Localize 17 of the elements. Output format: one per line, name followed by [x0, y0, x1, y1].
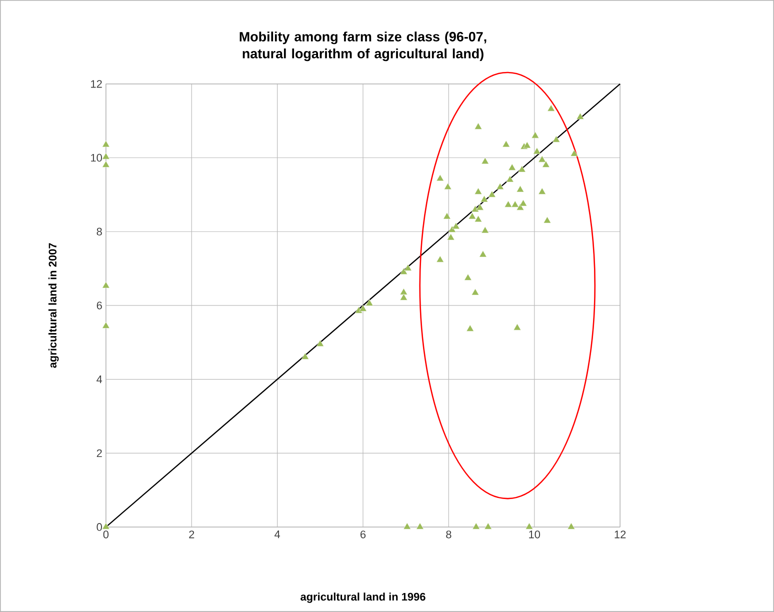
x-tick-label: 12 [614, 530, 626, 538]
y-tick-label: 12 [91, 80, 102, 88]
chart-title: Mobility among farm size class (96-07, natural logarithm of agricultural land) [240, 32, 486, 62]
y-tick-label: 2 [96, 449, 102, 458]
y-axis-title: agricultural land in 2007 [48, 243, 59, 368]
x-tick-label: 2 [189, 530, 194, 538]
x-tick-label: 6 [360, 530, 366, 538]
x-tick-label: 0 [103, 530, 109, 538]
y-tick-label: 4 [96, 376, 102, 384]
y-tick-label: 8 [96, 228, 102, 236]
y-tick-label: 10 [91, 154, 102, 162]
x-tick-label: 10 [529, 530, 540, 538]
y-tick-label: 6 [96, 302, 102, 310]
x-tick-label: 4 [274, 530, 280, 538]
x-axis-title: agricultural land in 1996 [300, 592, 426, 603]
y-tick-label: 0 [96, 523, 102, 531]
x-tick-label: 8 [446, 530, 452, 538]
